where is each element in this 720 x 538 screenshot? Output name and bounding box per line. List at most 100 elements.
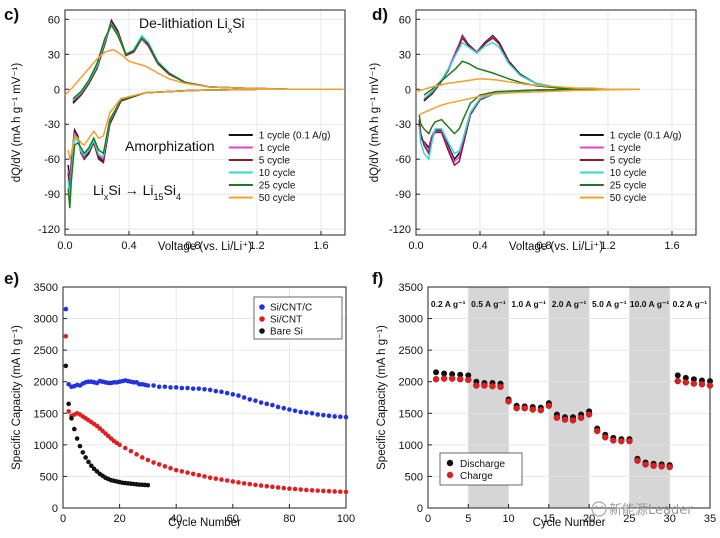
data-point <box>66 409 71 414</box>
y-tick-label: 0 <box>405 84 411 96</box>
legend-marker <box>259 304 265 310</box>
data-point <box>264 483 270 489</box>
annotation-amorphization: Amorphization <box>125 138 215 154</box>
x-tick-label: 80 <box>283 513 295 525</box>
x-tick-label: 1.2 <box>249 240 264 252</box>
data-point <box>602 434 609 441</box>
data-point <box>202 386 207 392</box>
panel-label: e) <box>4 269 19 288</box>
y-tick-label: -30 <box>395 119 411 131</box>
data-point <box>553 414 561 421</box>
data-point <box>292 486 298 492</box>
data-point <box>224 390 230 396</box>
data-point <box>156 384 162 390</box>
data-point <box>309 410 315 416</box>
data-point <box>275 404 281 410</box>
legend-label: 25 cycle <box>259 181 296 192</box>
x-tick-label: 0.8 <box>536 240 551 252</box>
data-point <box>207 387 213 393</box>
data-point <box>253 398 258 403</box>
data-point <box>72 426 77 432</box>
y-tick-label: -120 <box>38 224 60 236</box>
series-line-discharge <box>418 88 641 116</box>
data-point <box>594 427 601 435</box>
y-tick-label: 0 <box>417 503 423 515</box>
x-tick-label: 0.4 <box>121 240 136 252</box>
watermark: 新能源Leader <box>591 501 693 518</box>
data-point <box>666 463 673 471</box>
data-point <box>505 398 512 405</box>
data-point <box>304 487 309 493</box>
x-tick-label: 15 <box>543 513 555 525</box>
watermark-logo-icon-dot <box>594 505 598 509</box>
data-point <box>309 488 315 493</box>
data-point <box>626 437 633 445</box>
rate-label: 0.2 A g⁻¹ <box>673 299 708 309</box>
data-point <box>77 443 83 449</box>
legend-marker <box>259 328 265 334</box>
data-point <box>441 370 448 377</box>
data-point <box>270 484 275 490</box>
data-point <box>650 462 657 469</box>
data-point <box>465 376 472 384</box>
data-point <box>658 463 665 470</box>
watermark-text: 新能源Leader <box>609 502 693 518</box>
x-tick-label: 10 <box>502 513 514 525</box>
rate-label: 0.5 A g⁻¹ <box>471 299 506 309</box>
shaded-band <box>629 287 670 508</box>
y-tick-label: 60 <box>48 14 60 26</box>
data-point <box>173 467 179 473</box>
data-point <box>63 306 69 312</box>
data-point <box>151 383 156 388</box>
data-point <box>287 486 292 491</box>
data-point <box>457 371 464 378</box>
data-point <box>321 412 326 418</box>
data-point <box>489 382 496 390</box>
data-point <box>69 416 74 421</box>
legend-label: 10 cycle <box>610 168 647 179</box>
legend-label: 10 cycle <box>259 168 296 179</box>
data-point <box>63 333 69 339</box>
y-tick-label: -60 <box>395 154 411 166</box>
watermark-logo-icon <box>591 501 607 517</box>
legend-label: 1 cycle <box>610 143 642 154</box>
rate-label: 1.0 A g⁻¹ <box>511 299 546 309</box>
y-tick-label: 30 <box>399 49 411 61</box>
rate-label: 0.2 A g⁻¹ <box>431 299 466 309</box>
data-point <box>145 482 151 488</box>
data-point <box>561 416 569 423</box>
y-tick-label: 500 <box>405 471 423 483</box>
y-tick-label: 2500 <box>399 345 423 357</box>
legend-label: 1 cycle <box>259 143 291 154</box>
data-point <box>253 482 258 488</box>
data-point <box>432 375 440 383</box>
data-point <box>247 397 253 402</box>
data-point <box>66 401 71 407</box>
data-point <box>258 483 264 488</box>
y-axis-label: Specific Capacity (mA h g⁻¹) <box>376 325 388 470</box>
data-point <box>202 474 207 479</box>
series-line-discharge <box>418 88 640 161</box>
legend-marker <box>259 316 265 322</box>
legend-box <box>439 452 523 486</box>
x-tick-label: 25 <box>623 513 635 525</box>
chart-panel-e: 0 20 40 60 80 1000500100015002000250030003500… <box>4 269 355 529</box>
data-point <box>569 417 577 424</box>
legend-box <box>253 296 343 340</box>
data-point <box>190 386 196 391</box>
data-point <box>473 382 480 389</box>
data-point <box>264 401 270 407</box>
x-tick-label: 0.4 <box>472 240 487 252</box>
data-point <box>213 388 219 394</box>
data-point <box>207 475 213 480</box>
y-tick-label: 1500 <box>399 408 423 420</box>
y-tick-label: -60 <box>44 154 60 166</box>
data-point <box>537 406 544 414</box>
legend-marker <box>446 459 454 467</box>
x-tick-label: 0.8 <box>185 240 200 252</box>
data-point <box>706 382 714 389</box>
x-axis-label: Cycle Number <box>168 517 241 529</box>
y-tick-label: -90 <box>44 189 60 201</box>
legend-label: Si/CNT <box>270 315 302 326</box>
